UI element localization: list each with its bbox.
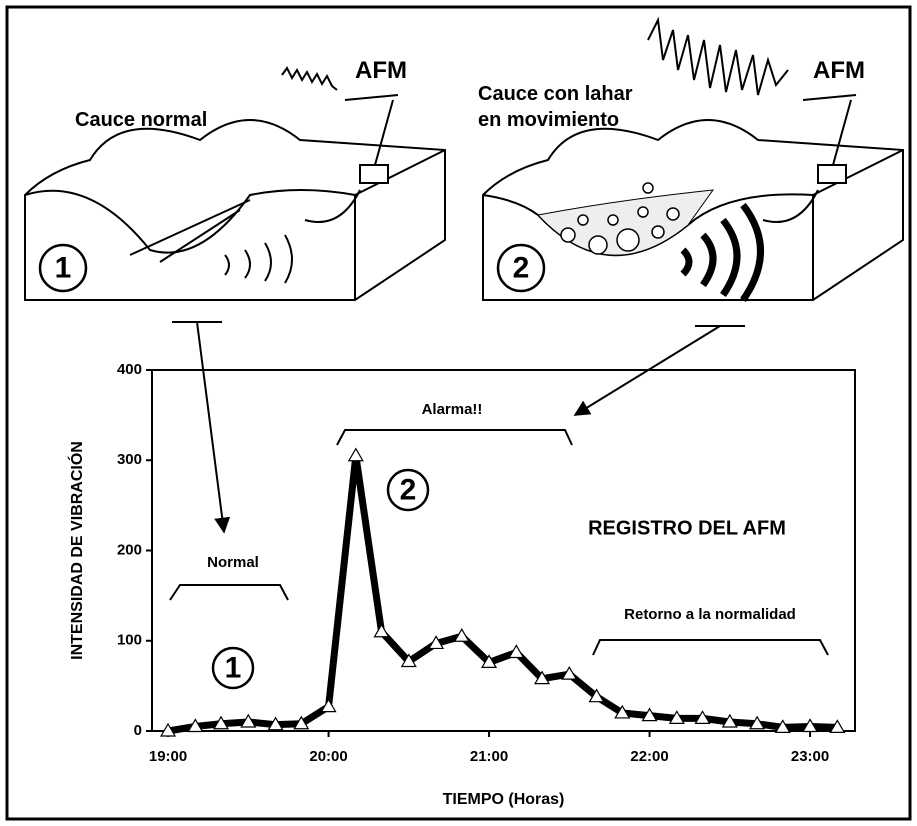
annotation: REGISTRO DEL AFM <box>588 517 786 539</box>
arrow <box>172 321 224 532</box>
x-tick-label: 23:00 <box>791 748 829 765</box>
data-point <box>694 710 711 724</box>
data-point <box>588 688 605 703</box>
x-tick-label: 19:00 <box>149 748 187 765</box>
frame <box>5 5 912 821</box>
data-point <box>400 653 417 668</box>
data-point <box>187 718 204 733</box>
data-point <box>267 716 284 731</box>
data-point <box>721 713 738 728</box>
plot: 0 100 200 300 400 19:00 20:00 21:00 22:00 23:00 TI… <box>67 361 856 808</box>
bracket <box>169 584 289 601</box>
data-line <box>167 452 838 735</box>
data-point <box>160 722 177 737</box>
panel-1: 1 Cauce normal AFM <box>24 57 446 301</box>
data-point <box>614 704 631 719</box>
x-tick-label: 21:00 <box>470 748 508 765</box>
panel-number: 1 <box>55 252 72 285</box>
panel-caption: Cauce con lahar <box>478 83 633 105</box>
data-point <box>774 719 791 733</box>
data-point <box>508 644 525 659</box>
data-point <box>481 654 498 669</box>
annotation: 1 <box>225 652 242 685</box>
data-point <box>561 665 578 680</box>
annotation: Alarma!! <box>422 401 483 418</box>
station-label: AFM <box>813 57 865 84</box>
data-point <box>533 670 551 685</box>
data-point <box>829 719 846 733</box>
panel-caption: Cauce normal <box>75 109 207 131</box>
x-axis-label: TIEMPO (Horas) <box>443 791 565 808</box>
panel-number: 2 <box>513 252 530 285</box>
y-tick-label: 400 <box>117 361 142 378</box>
bracket <box>336 429 573 446</box>
data-point <box>212 715 230 730</box>
data-point <box>453 628 470 642</box>
station-label: AFM <box>355 57 407 84</box>
x-tick-label: 20:00 <box>309 748 347 765</box>
y-tick-label: 300 <box>117 451 142 468</box>
data-point <box>802 718 819 733</box>
panel-2: 2 Cauce con lahar en movimiento AFM <box>478 16 904 303</box>
y-tick-label: 200 <box>117 541 142 558</box>
y-tick-label: 100 <box>117 632 142 649</box>
annotation: 2 <box>400 474 417 507</box>
data-point <box>320 698 337 713</box>
annotation: Normal <box>207 554 259 571</box>
data-point <box>240 713 257 728</box>
panel-caption: en movimiento <box>478 109 619 131</box>
data-point <box>668 710 685 724</box>
data-point <box>428 635 445 650</box>
y-tick-label: 0 <box>134 722 142 739</box>
plot-frame <box>151 369 856 732</box>
data-point <box>373 623 390 638</box>
bracket <box>592 639 829 656</box>
x-tick-label: 22:00 <box>630 748 668 765</box>
data-point <box>347 447 364 462</box>
y-axis-label: INTENSIDAD DE VIBRACIÓN <box>67 441 86 660</box>
data-point <box>641 707 658 722</box>
data-point <box>749 715 766 730</box>
data-point <box>293 715 310 730</box>
annotation: Retorno a la normalidad <box>624 606 796 623</box>
